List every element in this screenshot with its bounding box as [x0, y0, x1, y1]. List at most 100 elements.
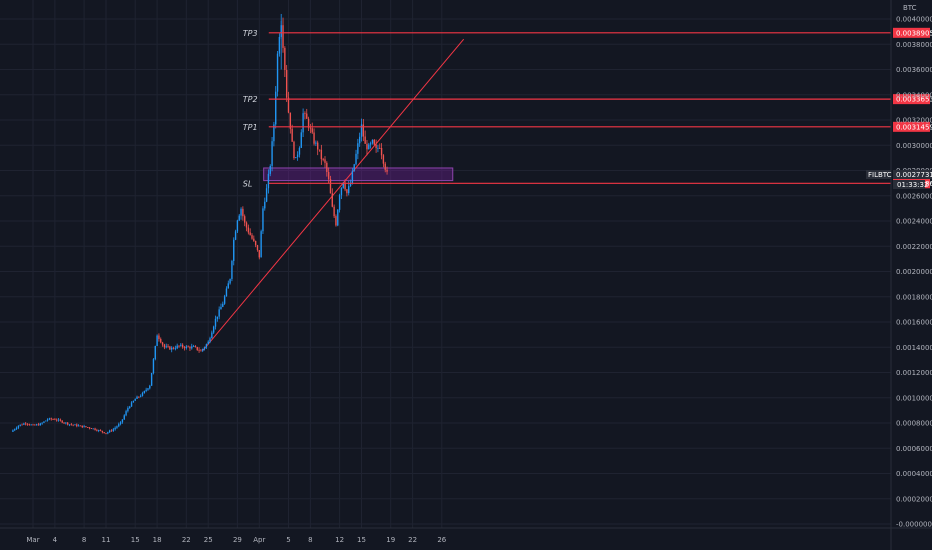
x-tick-label: Mar [26, 536, 39, 544]
candle-body [267, 173, 270, 189]
candle-body [134, 398, 136, 401]
candle-body [242, 208, 244, 217]
candle-body [119, 422, 122, 425]
candle-body [203, 347, 206, 349]
candle-body [37, 424, 40, 426]
candle-body [313, 132, 315, 144]
candle-body [30, 424, 32, 426]
x-tick-label: 11 [102, 536, 111, 544]
candle-body [61, 420, 63, 423]
candle-body [32, 424, 34, 426]
x-tick-label: 4 [53, 536, 58, 544]
candle-body [229, 278, 231, 284]
candle-body [349, 183, 352, 187]
y-tick-label: 0.0016000 [896, 319, 932, 327]
x-tick-label: 22 [408, 536, 417, 544]
candle-body [254, 241, 257, 246]
candle-body [74, 424, 76, 426]
candle-body [233, 239, 235, 261]
candle-body [107, 432, 109, 434]
level-tag: 0.0038905 [896, 29, 932, 37]
candle-body [212, 326, 215, 333]
x-tick-label: 22 [182, 536, 191, 544]
price-axis[interactable]: 0.00400000.00380000.00360000.00340000.00… [896, 16, 932, 529]
candle-body [271, 141, 273, 166]
candle-body [236, 220, 239, 232]
candle-body [309, 127, 312, 129]
candle-body [65, 422, 67, 424]
level-tag: 0.0031459 [896, 123, 932, 131]
candle-body [83, 426, 85, 428]
candle-body [105, 433, 107, 434]
candle-body [384, 163, 386, 170]
x-tick-label: 8 [308, 536, 312, 544]
candle-body [43, 421, 45, 423]
candle-body [152, 359, 155, 373]
candle-body [72, 424, 74, 426]
y-tick-label: 0.0006000 [896, 445, 932, 453]
candle-body [318, 149, 321, 151]
candle-body [87, 427, 89, 428]
candle-body [244, 216, 246, 223]
time-axis[interactable]: Mar 4 8 11 15 18 22 25 29 Apr 5 8 12 15 19 22 26 [26, 536, 446, 544]
candle-body [25, 423, 27, 425]
candle-body [138, 396, 140, 398]
candle-body [369, 143, 372, 145]
x-tick-label: 18 [153, 536, 162, 544]
candle-body [202, 348, 204, 351]
candle-body [222, 303, 224, 307]
candle-body [238, 215, 240, 221]
y-tick-label: 0.0004000 [896, 470, 932, 478]
candle-body [161, 342, 164, 345]
candle-body [240, 208, 242, 216]
candle-body [295, 157, 297, 159]
candle-body [59, 419, 62, 421]
candle-body [163, 344, 166, 348]
candle-body [338, 195, 341, 210]
y-tick-label: 0.0012000 [896, 369, 932, 377]
candle-body [200, 350, 202, 352]
candle-body [366, 143, 368, 150]
candle-body [129, 406, 131, 408]
candle-body [45, 420, 47, 422]
symbol-tag-bg [866, 170, 891, 179]
candle-body [185, 346, 187, 349]
candle-body [171, 347, 173, 350]
candle-body [21, 424, 23, 426]
candle-body [15, 427, 18, 430]
candle-body [371, 139, 374, 144]
candle-body [214, 318, 217, 327]
candle-body [46, 419, 49, 421]
candle-body [253, 238, 255, 242]
candle-body [225, 288, 228, 297]
candle-body [207, 341, 209, 345]
candle-body [48, 418, 51, 420]
level-label: TP1 [243, 123, 258, 132]
candle-body [251, 235, 253, 239]
candle-body [337, 209, 339, 226]
candle-body [344, 182, 346, 190]
candle-body [220, 306, 222, 310]
candle-body [172, 347, 175, 349]
candle-body [35, 424, 38, 426]
candle-body [282, 25, 284, 48]
candle-body [317, 142, 319, 150]
candle-body [17, 425, 20, 428]
candle-body [189, 346, 191, 349]
candle-body [291, 128, 293, 142]
level-tag: 0.0033653 [896, 96, 932, 104]
candle-body [127, 407, 129, 412]
candle-body [149, 385, 151, 389]
y-tick-label: 0.0014000 [896, 344, 932, 352]
candle-body [28, 424, 31, 426]
candle-body [132, 400, 135, 403]
candle-body [329, 179, 332, 194]
candle-body [306, 113, 308, 119]
candle-body [130, 402, 133, 407]
y-tick-label: 0.0034000 [896, 91, 932, 99]
y-tick-label: 0.0002000 [896, 495, 932, 503]
candle-body [66, 422, 69, 425]
candle-body [112, 429, 114, 431]
candle-body [169, 346, 171, 350]
